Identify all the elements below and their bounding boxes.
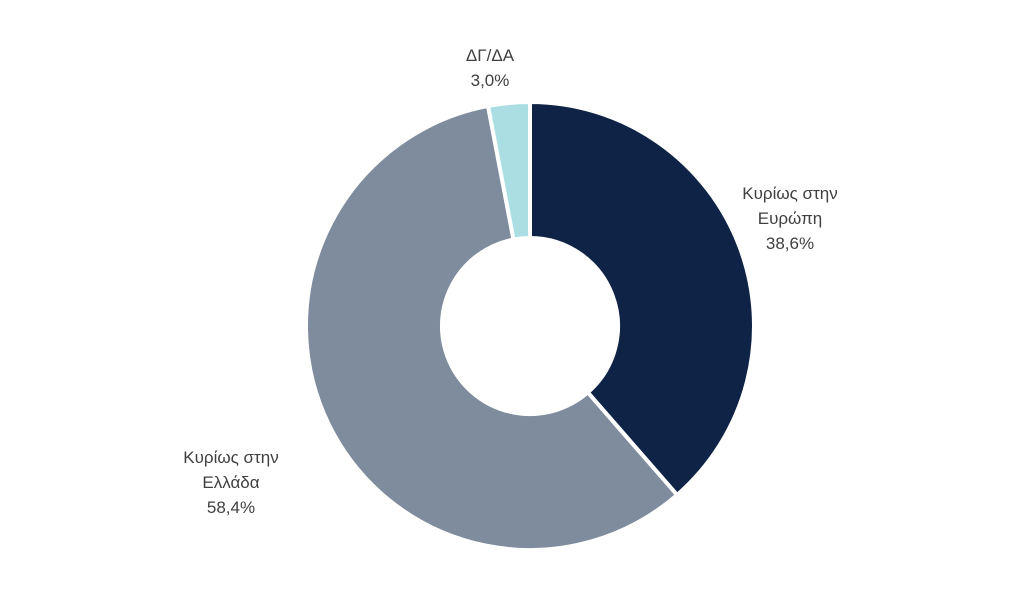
slice-label-dkna-value: 3,0% bbox=[470, 71, 510, 90]
slice-label-europe-text: Κυρίως στην Ευρώπη bbox=[742, 184, 838, 228]
slice-label-dkna-text: ΔΓ/ΔΑ bbox=[465, 46, 515, 65]
slice-label-europe: Κυρίως στην Ευρώπη 38,6% bbox=[728, 181, 852, 256]
pie-slice-greece bbox=[304, 103, 680, 552]
slice-label-greece: Κυρίως στην Ελλάδα 58,4% bbox=[169, 445, 293, 520]
pie-slice-europe bbox=[528, 100, 756, 497]
slice-label-greece-text: Κυρίως στην Ελλάδα bbox=[183, 448, 279, 492]
slice-label-dkna: ΔΓ/ΔΑ 3,0% bbox=[420, 43, 560, 93]
slice-label-europe-value: 38,6% bbox=[765, 234, 815, 253]
slice-label-greece-value: 58,4% bbox=[206, 498, 256, 517]
pie-slice-dk-na bbox=[486, 100, 532, 242]
